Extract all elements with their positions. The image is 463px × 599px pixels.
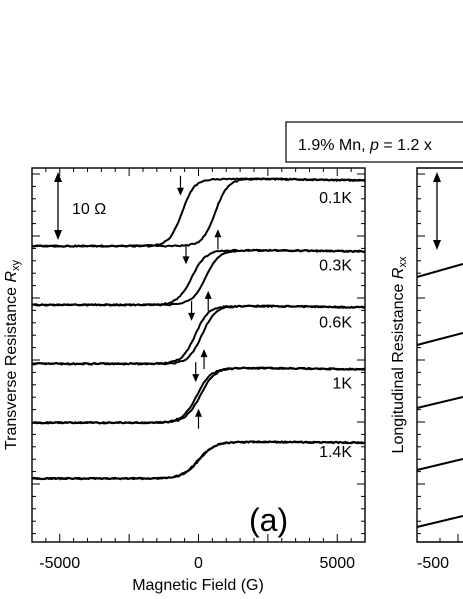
panel-b-curve bbox=[416, 458, 463, 471]
curve-label: 0.1K bbox=[319, 190, 352, 207]
panel-b-frame bbox=[416, 167, 463, 543]
info-box-frame bbox=[285, 121, 463, 163]
x-axis-label: Magnetic Field (G) bbox=[132, 577, 264, 594]
up-arrow-icon bbox=[204, 290, 212, 299]
curve-branch-down bbox=[31, 440, 366, 481]
scale-bar-label: 10 Ω bbox=[72, 201, 106, 218]
panel-b-scale-bar bbox=[433, 172, 441, 250]
panel-b-curve bbox=[416, 396, 463, 409]
scale-bar: 10 Ω bbox=[54, 172, 106, 240]
info-box: 1.9% Mn, p = 1.2 x bbox=[285, 121, 463, 163]
panel-b-x-tick-label: -500 bbox=[417, 555, 449, 572]
up-arrow-icon bbox=[195, 408, 202, 417]
panel-b-scale-top-arrow-icon bbox=[433, 172, 441, 182]
scale-bar-top-arrow-icon bbox=[54, 172, 62, 182]
curve-branch-down bbox=[31, 177, 365, 248]
panel-a-ticks bbox=[31, 168, 366, 542]
curve-label: 1K bbox=[332, 376, 352, 393]
up-arrow-icon bbox=[214, 229, 222, 238]
down-arrow-icon bbox=[188, 312, 196, 321]
y-axis-label: Transverse Resistance Rxy bbox=[3, 259, 22, 450]
scale-bar-bottom-arrow-icon bbox=[54, 230, 62, 240]
x-tick-label: -5000 bbox=[39, 555, 80, 572]
curve-branch-down bbox=[31, 366, 366, 425]
panel-b-curve bbox=[416, 332, 463, 346]
panel-b-y-axis-label: Longitudinal Resistance Rxx bbox=[390, 256, 409, 453]
curve-branch-up bbox=[31, 248, 366, 307]
panel-b: -500 Longitudinal Resistance Rxx bbox=[390, 167, 463, 572]
down-arrow-icon bbox=[182, 256, 190, 265]
down-arrow-icon bbox=[176, 187, 184, 196]
panel-a: -5000 0 5000 0.1K 0.3K 0.6K 1K 1.4K 10 Ω (a) M… bbox=[3, 167, 366, 594]
panel-a-arrows bbox=[176, 175, 222, 429]
curve-label: 0.3K bbox=[319, 258, 352, 275]
panel-a-frame bbox=[31, 167, 366, 543]
panel-a-x-tick-labels: -5000 0 5000 bbox=[39, 555, 355, 572]
panel-b-scale-bottom-arrow-icon bbox=[433, 240, 441, 250]
panel-b-curves bbox=[416, 263, 463, 528]
x-tick-label: 0 bbox=[194, 555, 203, 572]
curve-label: 1.4K bbox=[319, 444, 352, 461]
info-box-text: 1.9% Mn, p = 1.2 x bbox=[298, 137, 432, 154]
curve-label: 0.6K bbox=[319, 314, 352, 331]
curve-branch-up bbox=[31, 304, 366, 366]
panel-a-curve-labels: 0.1K 0.3K 0.6K 1K 1.4K bbox=[319, 190, 352, 461]
panel-label-a: (a) bbox=[249, 502, 288, 538]
up-arrow-icon bbox=[200, 349, 208, 358]
curve-branch-down bbox=[31, 248, 366, 307]
panel-b-curve bbox=[416, 515, 463, 528]
down-arrow-icon bbox=[192, 374, 200, 383]
panel-b-curve bbox=[416, 263, 463, 278]
panel-b-ticks bbox=[417, 173, 459, 542]
x-tick-label: 5000 bbox=[319, 555, 355, 572]
panel-a-curves bbox=[31, 177, 366, 481]
curve-branch-down bbox=[31, 304, 366, 366]
